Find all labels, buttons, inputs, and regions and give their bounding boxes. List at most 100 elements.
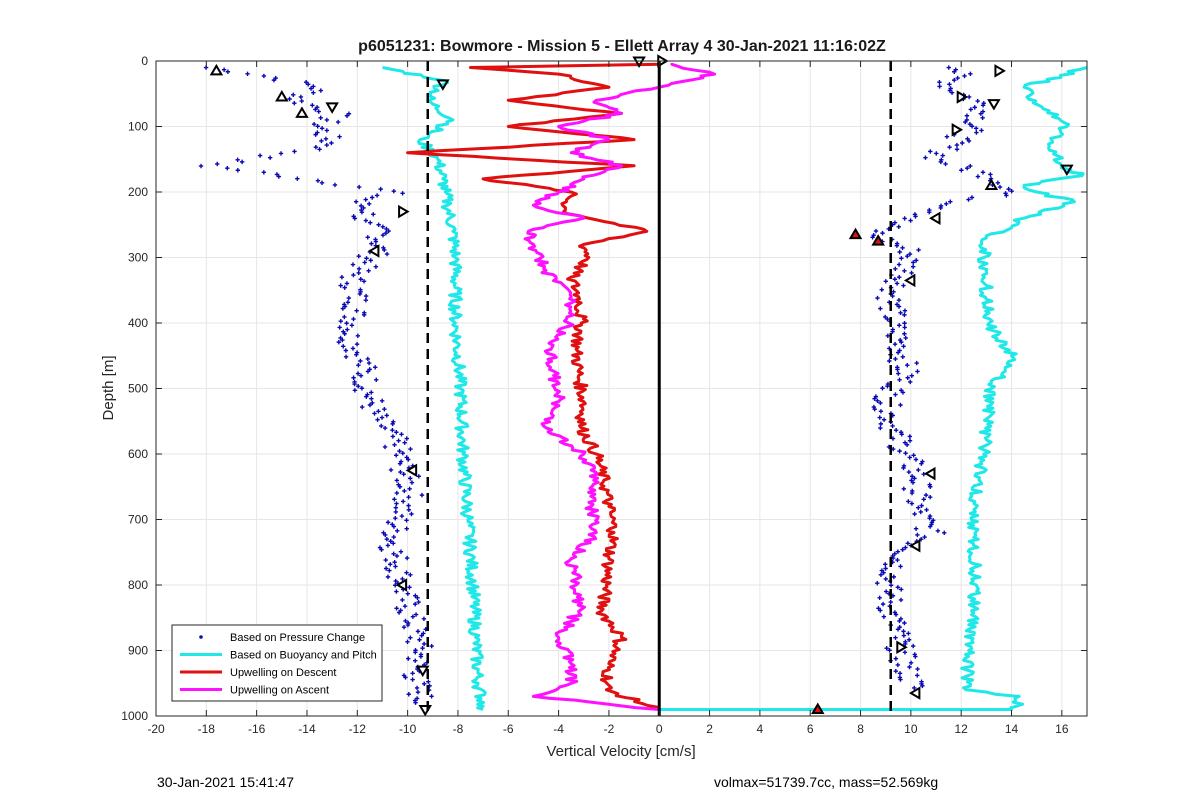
pressure-point (409, 511, 414, 517)
pressure-point (904, 442, 910, 448)
pressure-point (907, 438, 913, 443)
series-dot (539, 198, 543, 201)
series-dot (640, 702, 644, 705)
series-0 (198, 65, 1014, 705)
pressure-point (872, 396, 877, 401)
series-dot (606, 492, 610, 496)
pressure-point (324, 128, 330, 133)
series-dot (577, 267, 581, 271)
pressure-point (895, 350, 901, 355)
pressure-point (405, 591, 410, 596)
pressure-point (351, 316, 356, 322)
pressure-point (896, 298, 902, 303)
pressure-point (897, 618, 902, 624)
pressure-point (406, 457, 411, 462)
series-dot (527, 70, 531, 74)
pressure-point (952, 77, 957, 83)
pressure-point (890, 329, 895, 334)
pressure-point (966, 197, 971, 202)
series-dot (580, 412, 584, 416)
pressure-point (390, 427, 395, 433)
pressure-point (343, 354, 349, 359)
pressure-point (352, 381, 357, 387)
series-dot (579, 323, 583, 327)
series-dot (551, 339, 554, 343)
pressure-point (969, 124, 975, 129)
triangle-marker (896, 640, 908, 654)
pressure-point (421, 641, 427, 647)
pressure-point (900, 390, 906, 395)
pressure-point (397, 484, 403, 489)
pressure-point (404, 526, 409, 531)
series-dot (610, 160, 614, 164)
triangle-marker (415, 665, 430, 678)
pressure-point (396, 438, 401, 443)
pressure-point (915, 666, 920, 672)
series-dot (609, 686, 613, 690)
series-dot (557, 190, 560, 194)
pressure-point (355, 333, 361, 339)
pressure-point (384, 536, 390, 542)
pressure-point (345, 327, 350, 332)
pressure-point (907, 434, 913, 439)
pressure-point (878, 425, 883, 431)
series-dot (613, 517, 616, 520)
pressure-point (960, 140, 965, 146)
series-dot (596, 605, 600, 609)
pressure-point (407, 486, 412, 492)
pressure-point (1006, 186, 1011, 192)
pressure-point (354, 352, 359, 357)
pressure-point (878, 306, 883, 311)
pressure-point (386, 228, 391, 234)
pressure-point (395, 528, 400, 533)
pressure-point (908, 218, 913, 223)
pressure-point (898, 597, 904, 603)
series-dot (548, 420, 551, 424)
x-tick-label: 12 (955, 722, 969, 736)
x-tick-label: 14 (1005, 722, 1019, 736)
series-dot (578, 331, 582, 335)
pressure-point (885, 333, 891, 339)
pressure-point (919, 503, 924, 508)
triangle-marker (209, 63, 224, 76)
pressure-point (893, 635, 898, 640)
pressure-point (393, 453, 399, 458)
series-dot (574, 307, 577, 311)
pressure-point (225, 165, 230, 171)
triangle-marker (632, 56, 646, 68)
pressure-point (394, 606, 399, 611)
pressure-point (399, 513, 405, 519)
pressure-point (382, 406, 387, 412)
pressure-point (937, 84, 942, 89)
pressure-point (916, 505, 921, 510)
series-dot (586, 252, 590, 256)
pressure-point (880, 230, 885, 236)
x-tick-label: -20 (147, 722, 165, 736)
pressure-point (401, 624, 407, 630)
pressure-point (319, 126, 325, 131)
triangle-marker (871, 234, 885, 246)
series-dot (588, 145, 592, 149)
pressure-point (397, 448, 402, 454)
series-dot (563, 331, 566, 335)
pressure-point (413, 601, 418, 607)
pressure-point (315, 178, 321, 183)
pressure-point (406, 656, 411, 661)
pressure-point (198, 163, 204, 169)
pressure-point (366, 201, 372, 206)
series-dot (582, 108, 586, 112)
series-dot (581, 460, 585, 464)
triangle-marker (903, 273, 916, 288)
series-dot (670, 62, 674, 66)
pressure-point (383, 566, 389, 571)
pressure-point (942, 530, 947, 536)
pressure-point (912, 685, 917, 691)
pressure-point (257, 153, 263, 158)
pressure-point (913, 214, 918, 219)
series-dot (582, 436, 586, 440)
x-tick-label: 8 (857, 722, 864, 736)
series-dot (581, 396, 585, 399)
pressure-point (905, 362, 910, 368)
series-dot (542, 267, 546, 270)
series-dot (436, 153, 440, 156)
